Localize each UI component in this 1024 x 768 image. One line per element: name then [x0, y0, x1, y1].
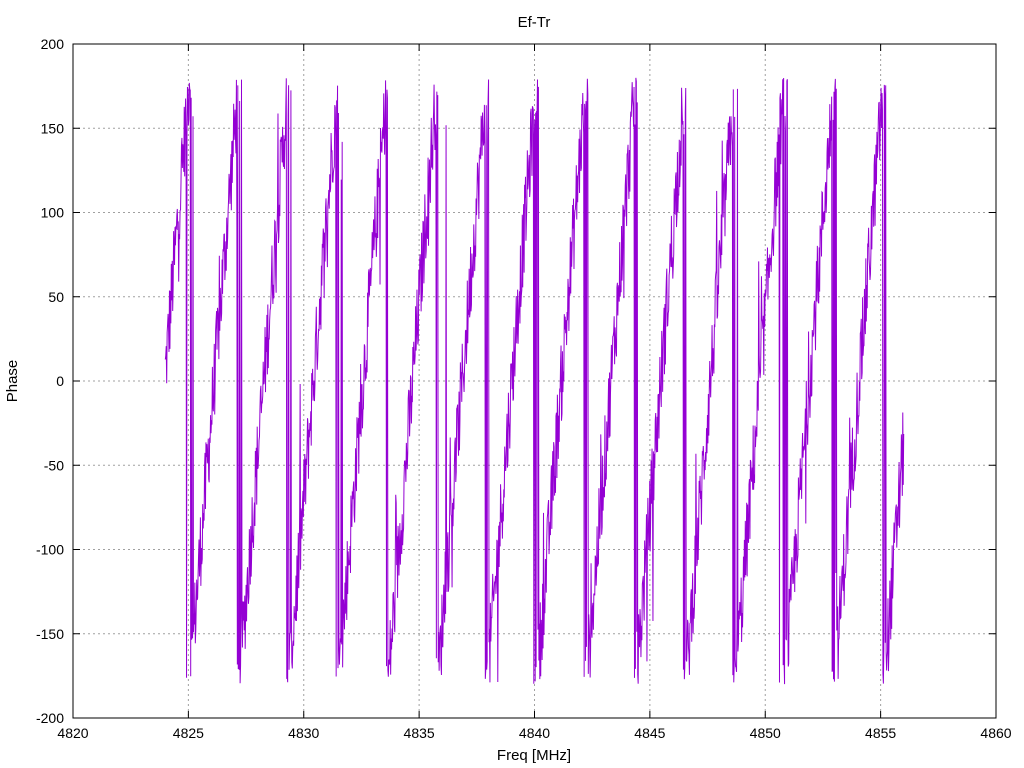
y-tick-label: -150	[36, 626, 64, 642]
x-tick-label: 4855	[865, 725, 896, 741]
phase-series-line	[164, 77, 905, 685]
y-tick-label: -50	[44, 457, 64, 473]
x-tick-label: 4860	[980, 725, 1011, 741]
x-tick-label: 4825	[173, 725, 204, 741]
x-tick-label: 4820	[57, 725, 88, 741]
y-tick-label: -200	[36, 710, 64, 726]
series-layer	[164, 77, 905, 685]
chart-title: Ef-Tr	[518, 14, 551, 31]
y-tick-labels: 200 150 100 50 0 -50 -100 -150 -200	[36, 36, 64, 726]
y-tick-label: 50	[48, 289, 64, 305]
x-tick-label: 4840	[519, 725, 550, 741]
y-tick-label: 150	[41, 120, 65, 136]
y-tick-label: 200	[41, 36, 65, 52]
y-tick-label: -100	[36, 542, 64, 558]
x-tick-label: 4845	[634, 725, 665, 741]
x-tick-label: 4830	[288, 725, 319, 741]
y-axis-label: Phase	[4, 360, 21, 403]
y-tick-label: 100	[41, 205, 65, 221]
x-tick-label: 4835	[404, 725, 435, 741]
x-tick-label: 4850	[750, 725, 781, 741]
tick-marks	[72, 43, 997, 719]
x-tick-labels: 4820 4825 4830 4835 4840 4845 4850 4855 4860	[57, 725, 1011, 741]
x-axis-label: Freq [MHz]	[497, 747, 571, 764]
y-tick-label: 0	[56, 373, 64, 389]
